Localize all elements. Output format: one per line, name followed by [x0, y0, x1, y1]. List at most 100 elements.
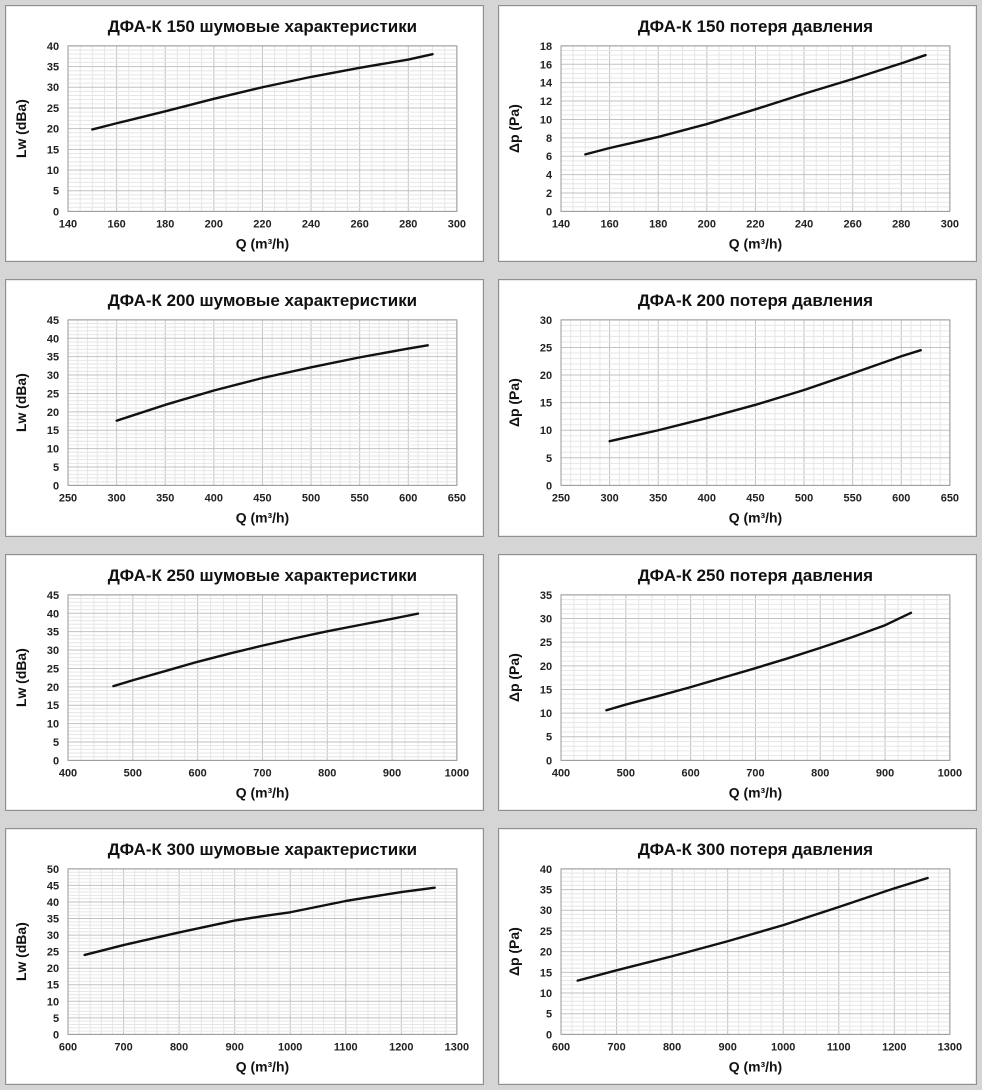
y-tick-label: 5 [53, 186, 59, 198]
plot-area-border [67, 319, 458, 487]
grid [560, 45, 951, 212]
y-axis-label: Lw (dBa) [13, 648, 29, 707]
y-tick-label: 5 [546, 1008, 552, 1020]
y-tick-label: 18 [540, 41, 552, 53]
grid [67, 319, 458, 487]
y-tick-label: 15 [47, 144, 59, 156]
y-tick-label: 25 [47, 663, 59, 675]
y-tick-label: 35 [540, 884, 552, 896]
x-tick-label: 400 [205, 493, 223, 505]
x-tick-label: 600 [59, 1041, 77, 1053]
y-tick-label: 15 [47, 700, 59, 712]
chart-dfa-k-150-noise: 140 160 180 200 220 240 260 280 300 0 5 10 15 20 25 30 3… [5, 5, 484, 263]
x-tick-label: 240 [302, 218, 320, 230]
x-tick-label: 160 [600, 218, 618, 230]
x-tick-label: 800 [663, 1041, 681, 1053]
x-tick-label: 180 [156, 218, 174, 230]
x-tick-label: 140 [552, 218, 570, 230]
y-tick-label: 0 [546, 755, 552, 767]
y-tick-label: 16 [540, 59, 552, 71]
x-tick-label: 800 [170, 1041, 188, 1053]
y-tick-label: 45 [47, 315, 59, 327]
chart-dfa-k-200-pressure-loss: 250 300 350 400 450 500 550 600 650 0 5 10 15 20 25 30 Д… [498, 279, 977, 537]
x-tick-label: 220 [253, 218, 271, 230]
x-tick-label: 900 [226, 1041, 244, 1053]
chart-dfa-k-150-pressure-loss: 140 160 180 200 220 240 260 280 300 0 2 4 6 8 10 12 14 16… [498, 5, 977, 263]
grid [560, 868, 951, 1035]
y-tick-label: 35 [47, 626, 59, 638]
chart-title: ДФА-К 150 шумовые характеристики [108, 17, 417, 36]
y-tick-label: 45 [47, 589, 59, 601]
x-tick-label: 500 [124, 767, 142, 779]
data-curve [576, 876, 929, 982]
x-tick-label: 300 [941, 218, 959, 230]
y-axis-label: Δp (Pa) [506, 927, 522, 976]
x-tick-label: 550 [844, 493, 862, 505]
plot-area-border [67, 593, 458, 761]
y-tick-label: 5 [53, 1013, 59, 1025]
plot-area-border [560, 319, 951, 487]
x-tick-label: 700 [746, 767, 764, 779]
y-tick-label: 40 [47, 41, 59, 53]
x-tick-label: 700 [114, 1041, 132, 1053]
x-tick-label: 260 [351, 218, 369, 230]
chart-svg: 250 300 350 400 450 500 550 600 650 0 5 10 15 20 25 30 Д… [506, 291, 959, 525]
x-axis-label: Q (m³/h) [729, 1058, 782, 1074]
grid [67, 45, 458, 212]
y-tick-label: 10 [540, 708, 552, 720]
chart-title: ДФА-К 200 потеря давления [638, 291, 873, 310]
y-tick-label: 15 [540, 684, 552, 696]
chart-dfa-k-300-noise: 600 700 800 900 1000 1100 1200 1300 0 5 10 15 20 25 30… [5, 827, 484, 1085]
y-tick-label: 14 [540, 78, 553, 90]
x-tick-label: 1000 [278, 1041, 302, 1053]
x-tick-label: 400 [59, 767, 77, 779]
y-axis-label: Lw (dBa) [13, 922, 29, 981]
x-axis-label: Q (m³/h) [236, 235, 289, 251]
y-tick-label: 2 [546, 188, 552, 200]
x-tick-label: 180 [649, 218, 667, 230]
x-tick-label: 800 [318, 767, 336, 779]
y-tick-label: 25 [47, 103, 59, 115]
y-tick-label: 15 [540, 398, 552, 410]
y-tick-label: 30 [540, 315, 552, 327]
x-tick-label: 400 [552, 767, 570, 779]
x-tick-label: 350 [156, 493, 174, 505]
y-tick-label: 6 [546, 151, 552, 163]
y-tick-label: 40 [47, 608, 59, 620]
x-tick-label: 500 [302, 493, 320, 505]
y-tick-label: 20 [47, 681, 59, 693]
y-tick-label: 15 [47, 425, 59, 437]
x-tick-label: 1300 [445, 1041, 469, 1053]
y-tick-label: 35 [540, 589, 552, 601]
grid [560, 593, 951, 761]
chart-title: ДФА-К 300 потеря давления [638, 840, 873, 859]
y-tick-label: 0 [53, 481, 59, 493]
x-axis-label: Q (m³/h) [236, 510, 289, 526]
y-tick-label: 40 [47, 334, 59, 346]
y-axis-label: Δp (Pa) [506, 653, 522, 702]
chart-title: ДФА-К 250 шумовые характеристики [108, 565, 417, 584]
x-tick-label: 650 [448, 493, 466, 505]
chart-dfa-k-250-noise: 400 500 600 700 800 900 1000 0 5 10 15 20 25 30 35 40 45… [5, 553, 484, 811]
y-tick-label: 30 [47, 370, 59, 382]
y-tick-label: 45 [47, 880, 59, 892]
y-tick-label: 10 [47, 718, 59, 730]
chart-svg: 400 500 600 700 800 900 1000 0 5 10 15 20 25 30 35 40 45… [13, 565, 469, 800]
y-axis-label: Δp (Pa) [506, 104, 522, 153]
x-tick-label: 160 [107, 218, 125, 230]
y-tick-label: 10 [540, 425, 552, 437]
chart-svg: 400 500 600 700 800 900 1000 0 5 10 15 20 25 30 35 ДФА-… [506, 565, 962, 799]
y-tick-label: 30 [47, 930, 59, 942]
y-tick-label: 8 [546, 133, 552, 145]
x-tick-label: 600 [552, 1041, 570, 1053]
x-tick-label: 1000 [938, 767, 962, 779]
x-tick-label: 1000 [445, 767, 469, 779]
y-tick-label: 40 [47, 897, 59, 909]
y-tick-label: 10 [47, 165, 59, 177]
y-tick-label: 15 [47, 979, 59, 991]
y-tick-label: 0 [546, 1029, 552, 1041]
x-axis-label: Q (m³/h) [236, 784, 289, 800]
y-tick-label: 35 [47, 913, 59, 925]
chart-svg: 600 700 800 900 1000 1100 1200 1300 0 5 10 15 20 25 30… [13, 840, 469, 1074]
x-tick-label: 1000 [771, 1041, 795, 1053]
